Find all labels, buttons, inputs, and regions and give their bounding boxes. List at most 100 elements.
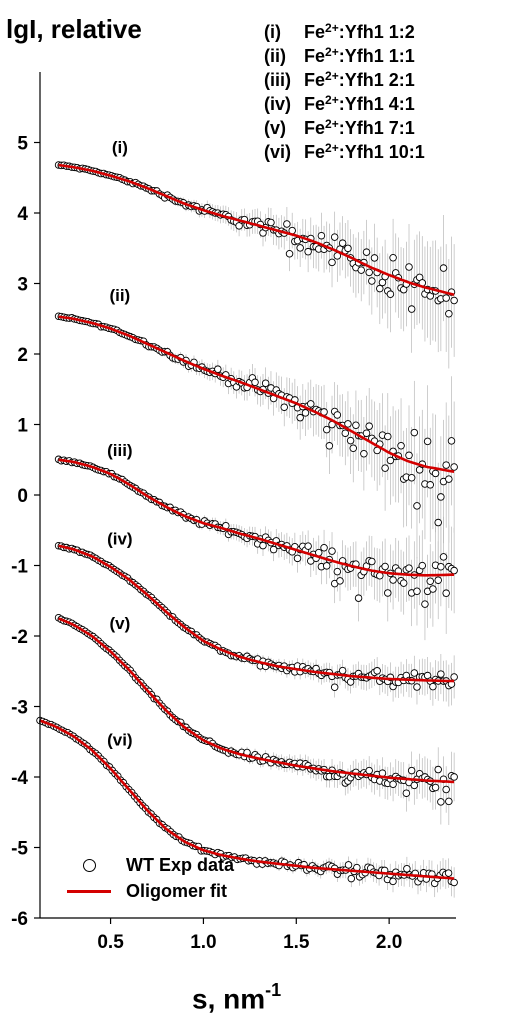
fit-line bbox=[39, 719, 455, 880]
y-tick-label: -4 bbox=[11, 768, 28, 789]
key-ratio: :Yfh1 1:2 bbox=[338, 22, 415, 42]
y-tick-label: -6 bbox=[11, 909, 28, 930]
key-label: Fe2+:Yfh1 1:2 bbox=[304, 20, 415, 44]
key-ratio: :Yfh1 7:1 bbox=[338, 118, 415, 138]
key-charge: 2+ bbox=[325, 45, 339, 59]
y-tick-label: 0 bbox=[17, 486, 28, 507]
data-point bbox=[333, 411, 342, 419]
data-point bbox=[325, 442, 334, 450]
key-ratio: :Yfh1 2:1 bbox=[338, 70, 415, 90]
key-row: (ii) Fe2+:Yfh1 1:1 bbox=[264, 44, 425, 68]
key-roman: (vi) bbox=[264, 142, 291, 162]
data-point bbox=[399, 579, 408, 587]
key-charge: 2+ bbox=[325, 21, 339, 35]
x-axis-title-exponent: -1 bbox=[265, 980, 282, 1000]
legend-label: WT Exp data bbox=[126, 854, 235, 875]
y-tick-label: -5 bbox=[11, 839, 28, 860]
data-point bbox=[368, 557, 376, 566]
data-point bbox=[442, 294, 450, 302]
data-point bbox=[437, 798, 445, 806]
y-tick-label: -1 bbox=[11, 557, 28, 578]
data-point bbox=[445, 475, 453, 483]
curve-labels: (i) (ii) (iii) (iv) (v) (vi) bbox=[107, 138, 133, 749]
key-row: (vi) Fe2+:Yfh1 10:1 bbox=[264, 140, 425, 164]
key-label: Fe2+:Yfh1 1:1 bbox=[304, 44, 415, 68]
data-point bbox=[344, 244, 352, 253]
data-point bbox=[360, 449, 368, 458]
data-point bbox=[402, 789, 411, 797]
x-tick-label: 1.0 bbox=[190, 932, 216, 953]
data-point bbox=[354, 594, 363, 602]
data-point bbox=[434, 765, 442, 774]
sample-key: (i) Fe2+:Yfh1 1:2 (ii) Fe2+:Yfh1 1:1 (iii)… bbox=[264, 20, 425, 164]
key-roman: (iv) bbox=[264, 94, 291, 114]
key-ratio: :Yfh1 10:1 bbox=[338, 142, 425, 162]
curve-label: (v) bbox=[109, 614, 130, 633]
data-point bbox=[376, 284, 384, 293]
data-point bbox=[410, 781, 419, 790]
legend-circle-marker bbox=[64, 858, 114, 872]
data-point bbox=[373, 667, 381, 675]
data-point bbox=[214, 365, 222, 373]
data-point bbox=[413, 683, 421, 691]
curve-label: (vi) bbox=[107, 730, 133, 749]
data-point bbox=[386, 456, 395, 465]
key-roman: (ii) bbox=[264, 46, 286, 66]
data-point bbox=[444, 869, 453, 877]
x-tick-label: 0.5 bbox=[97, 932, 124, 953]
key-roman: (iii) bbox=[264, 70, 291, 90]
data-point bbox=[429, 682, 437, 691]
data-point bbox=[447, 437, 456, 445]
data-point bbox=[450, 878, 458, 887]
legend: WT Exp data Oligomer fit bbox=[64, 852, 234, 904]
data-point bbox=[386, 290, 395, 298]
data-point bbox=[431, 783, 440, 792]
data-point bbox=[304, 247, 312, 256]
x-axis-title: s, nm-1 bbox=[192, 980, 282, 1015]
data-point bbox=[439, 264, 448, 272]
data-point bbox=[283, 220, 291, 228]
data-point bbox=[330, 683, 339, 692]
data-point bbox=[407, 305, 416, 313]
data-point bbox=[407, 766, 416, 775]
key-label: Fe2+:Yfh1 2:1 bbox=[304, 68, 415, 92]
key-ion: Fe bbox=[304, 94, 326, 114]
data-point bbox=[301, 409, 310, 417]
key-row: (v) Fe2+:Yfh1 7:1 bbox=[264, 116, 425, 140]
y-tick-label: 4 bbox=[17, 204, 28, 225]
data-point bbox=[365, 268, 373, 277]
key-ion: Fe bbox=[304, 46, 326, 66]
data-point bbox=[429, 585, 437, 593]
data-point bbox=[445, 310, 453, 318]
data-point bbox=[347, 874, 356, 883]
data-point bbox=[445, 797, 453, 806]
key-charge: 2+ bbox=[325, 141, 339, 155]
data-point bbox=[410, 428, 419, 437]
data-point bbox=[431, 469, 440, 478]
red-line-icon bbox=[67, 889, 111, 893]
data-point bbox=[439, 553, 448, 561]
axes: -6 -5 -4 -3 -2 -1 0 1 2 3 4 5 0.5 1.0 1.5 2.0 bbox=[11, 72, 456, 953]
key-ratio: :Yfh1 1:1 bbox=[338, 46, 415, 66]
x-axis-title-text: s, nm bbox=[192, 983, 266, 1015]
data-point bbox=[280, 403, 288, 411]
data-point bbox=[269, 545, 278, 554]
data-point bbox=[365, 422, 373, 430]
data-point bbox=[437, 562, 445, 571]
open-circle-icon bbox=[82, 858, 96, 872]
data-point bbox=[304, 542, 312, 550]
data-point bbox=[442, 461, 450, 469]
fit-line bbox=[58, 315, 455, 473]
data-point bbox=[251, 378, 259, 387]
data-point bbox=[346, 436, 355, 445]
data-point bbox=[370, 254, 379, 262]
key-label: Fe2+:Yfh1 10:1 bbox=[304, 140, 425, 164]
data-point bbox=[296, 244, 304, 252]
y-axis-title: lgI, relative bbox=[6, 14, 142, 44]
y-tick-label: 5 bbox=[17, 134, 28, 155]
data-point bbox=[344, 420, 352, 428]
data-point bbox=[333, 567, 342, 576]
key-charge: 2+ bbox=[325, 69, 339, 83]
data-point bbox=[352, 421, 360, 429]
